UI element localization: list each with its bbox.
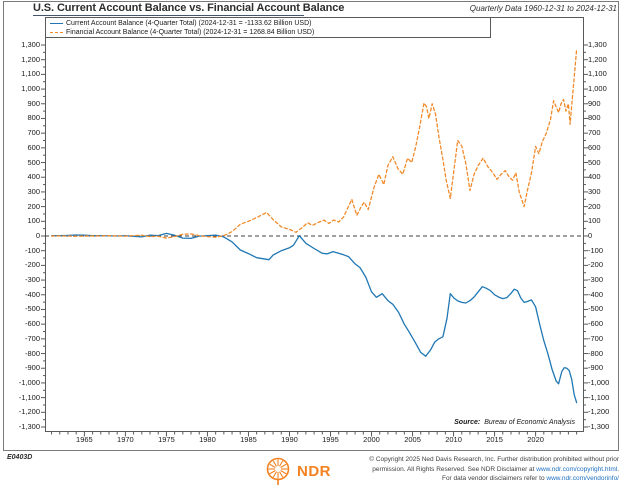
source-label: Source: [454, 419, 481, 426]
y-axis-label-left: 1,300 [21, 40, 40, 49]
x-axis-label: 2020 [527, 435, 544, 444]
y-axis-label-right: 600 [588, 142, 601, 152]
y-axis-label-left: -800 [24, 348, 40, 358]
y-axis-label-left: 400 [27, 172, 40, 182]
y-axis-label-right: -300 [588, 275, 604, 285]
y-axis-label-right: 0 [588, 231, 593, 240]
financial-account-line [50, 48, 578, 239]
y-axis-label-left: 300 [27, 186, 40, 196]
y-axis-label-left: 600 [27, 142, 40, 152]
y-axis-label-right: 100 [588, 216, 601, 226]
copyright-segment: permission. All Rights Reserved. See NDR… [372, 465, 537, 473]
legend-item-financial-account: Financial Account Balance (4-Quarter Tot… [50, 28, 490, 37]
y-axis-label-left: -600 [24, 319, 40, 329]
legend-label-current-account: Current Account Balance (4-Quarter Total… [66, 19, 312, 27]
x-axis-label: 1965 [76, 435, 93, 444]
x-axis-label: 2005 [404, 435, 421, 444]
chart-id: E0403D [7, 454, 33, 461]
y-axis-label-right: -200 [588, 260, 604, 270]
y-axis-label-right: 200 [588, 201, 601, 211]
source-note: Source: Bureau of Economic Analysis [454, 419, 575, 426]
y-axis-label-right: -400 [588, 289, 604, 299]
y-axis-label-right: 1,100 [588, 69, 607, 79]
y-axis-label-left: -100 [24, 245, 40, 255]
copyright-segment: For data vendor disclaimers refer to [441, 475, 547, 482]
y-axis-label-left: 1,100 [21, 69, 40, 79]
y-axis-label-left: 900 [27, 98, 40, 108]
y-axis-label-right: -100 [588, 245, 604, 255]
legend-label-financial-account: Financial Account Balance (4-Quarter Tot… [66, 28, 315, 36]
y-axis-label-left: 0 [35, 231, 40, 240]
y-axis-label-left: 500 [27, 157, 40, 167]
y-axis-label-left: -700 [24, 333, 40, 343]
y-axis-label-right: -1,300 [588, 422, 610, 431]
x-axis-label: 1990 [281, 435, 298, 444]
y-axis-label-left: 100 [27, 216, 40, 226]
y-axis-label-left: -400 [24, 289, 40, 299]
copyright-segment: © Copyright 2025 Ned Davis Research, Inc… [369, 456, 619, 463]
x-axis-label: 1975 [158, 435, 175, 444]
y-axis-label-left: 700 [27, 128, 40, 138]
y-axis-label-left: -900 [24, 363, 40, 373]
copyright-line: For data vendor disclaimers refer to www… [319, 474, 619, 484]
y-axis-label-right: -900 [588, 363, 604, 373]
x-axis-label: 2010 [445, 435, 462, 444]
current-account-line [50, 232, 578, 404]
y-axis-label-right: -700 [588, 333, 604, 343]
period-label: Quarterly Data 1960-12-31 to 2024-12-31 [469, 4, 617, 13]
y-axis-label-right: -1,200 [588, 407, 610, 417]
y-axis-label-right: 500 [588, 157, 601, 167]
y-axis-label-left: 1,000 [21, 84, 40, 94]
y-axis-label-right: -1,000 [588, 377, 610, 387]
y-axis-label-right: 400 [588, 172, 601, 182]
y-axis-label-right: 1,300 [588, 40, 607, 49]
y-axis-label-left: -300 [24, 275, 40, 285]
ndr-logo: NDR [262, 455, 331, 487]
ndr-link[interactable]: www.ndr.com/copyright.html [536, 465, 618, 473]
current-account-line-sample [50, 22, 63, 24]
y-axis-label-right: 300 [588, 186, 601, 196]
y-axis-label-left: 1,200 [21, 54, 40, 64]
x-axis-label: 1985 [240, 435, 257, 444]
y-axis-label-left: -1,100 [18, 392, 40, 402]
y-axis-label-left: 200 [27, 201, 40, 211]
x-axis-label: 1995 [322, 435, 339, 444]
y-axis-label-left: -1,000 [18, 377, 40, 387]
copyright-line: permission. All Rights Reserved. See NDR… [319, 465, 619, 475]
y-axis-label-right: 900 [588, 98, 601, 108]
y-axis-label-right: -500 [588, 304, 604, 314]
ndr-emblem-icon [266, 457, 290, 485]
y-axis-label-right: 1,200 [588, 54, 607, 64]
chart-title: U.S. Current Account Balance vs. Financi… [33, 2, 345, 14]
y-axis-label-left: -1,200 [18, 407, 40, 417]
y-axis-label-right: 1,000 [588, 84, 607, 94]
x-axis-label: 2015 [486, 435, 503, 444]
ndr-link[interactable]: www.ndr.com/vendorinfo/ [546, 475, 619, 482]
y-axis-label-left: -500 [24, 304, 40, 314]
x-axis-label: 1980 [199, 435, 216, 444]
y-axis-label-right: -600 [588, 319, 604, 329]
title-underline [33, 14, 304, 16]
y-axis-label-left: 800 [27, 113, 40, 123]
y-axis-label-right: -1,100 [588, 392, 610, 402]
y-axis-label-left: -1,300 [18, 422, 40, 431]
copyright-line: © Copyright 2025 Ned Davis Research, Inc… [319, 455, 619, 465]
y-axis-label-right: -800 [588, 348, 604, 358]
financial-account-line-sample [50, 31, 63, 33]
legend-item-current-account: Current Account Balance (4-Quarter Total… [50, 19, 490, 28]
x-axis-label: 2000 [363, 435, 380, 444]
source-value: Bureau of Economic Analysis [484, 419, 575, 426]
x-axis-label: 1970 [117, 435, 134, 444]
ndr-logo-text: NDR [297, 462, 331, 480]
copyright-text: © Copyright 2025 Ned Davis Research, Inc… [319, 455, 619, 484]
chart-outer-border [3, 1, 619, 451]
y-axis-label-right: 700 [588, 128, 601, 138]
y-axis-label-right: 800 [588, 113, 601, 123]
y-axis-label-left: -200 [24, 260, 40, 270]
legend: Current Account Balance (4-Quarter Total… [45, 17, 491, 38]
copyright-segment: . [617, 465, 619, 473]
